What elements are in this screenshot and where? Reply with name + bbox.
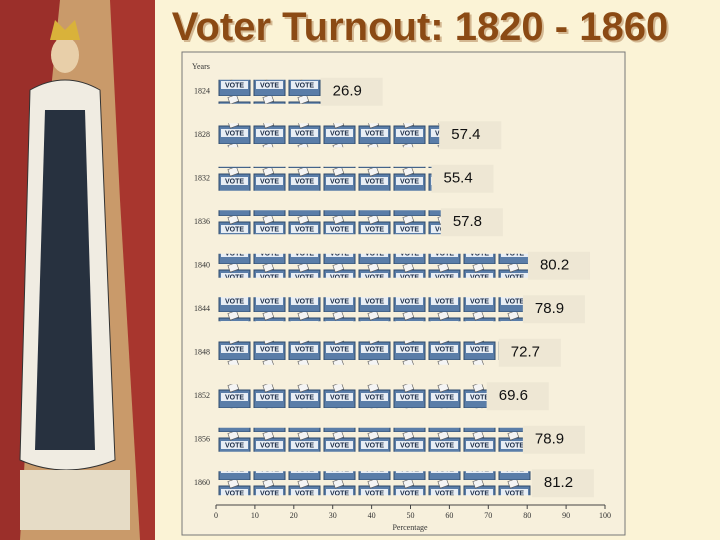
value-label-box [498,338,561,367]
bar [216,427,523,452]
x-tick-label: 70 [484,511,492,520]
value-label-box [531,469,594,498]
y-tick-label: 1852 [194,391,210,400]
y-tick-label: 1848 [194,348,210,357]
bar [216,166,432,191]
title-shadow: Voter Turnout: 1820 - 1860 [174,7,670,51]
bar [216,384,487,409]
x-tick-label: 0 [214,511,218,520]
x-tick-label: 80 [523,511,531,520]
y-tick-label: 1860 [194,478,210,487]
value-label-box [486,382,549,411]
value-label: 78.9 [535,431,564,448]
value-label-box [439,121,502,150]
value-label: 80.2 [540,257,569,274]
y-tick-label: 1844 [194,304,210,313]
bar [216,210,441,235]
x-tick-label: 40 [368,511,376,520]
x-tick-label: 30 [329,511,337,520]
value-label: 57.8 [453,213,482,230]
value-label-box [320,77,383,106]
x-axis-label: Percentage [392,523,428,532]
bar [216,471,532,496]
bar [216,79,321,104]
chart-title: Voter Turnout: 1820 - 1860 [172,5,668,49]
value-label-box [522,295,585,324]
bar [216,253,528,278]
y-tick-label: 1824 [194,87,210,96]
value-label-box [431,164,494,193]
y-tick-label: 1856 [194,435,210,444]
value-label: 57.4 [451,126,480,143]
value-label-box [527,251,590,280]
value-label: 72.7 [511,344,540,361]
bar [216,340,499,365]
value-label-box [440,208,503,237]
x-tick-label: 20 [290,511,298,520]
bar [216,297,523,322]
x-tick-label: 100 [599,511,611,520]
value-label: 55.4 [444,170,473,187]
y-tick-label: 1832 [194,174,210,183]
y-axis-label: Years [192,62,210,71]
value-label: 69.6 [499,387,528,404]
illustration [0,0,155,540]
x-tick-label: 50 [407,511,415,520]
x-tick-label: 10 [251,511,259,520]
value-label: 78.9 [535,300,564,317]
x-tick-label: 90 [562,511,570,520]
y-tick-label: 1828 [194,130,210,139]
bar [216,123,440,148]
value-label-box [522,425,585,454]
value-label: 81.2 [544,474,573,491]
y-tick-label: 1840 [194,261,210,270]
y-tick-label: 1836 [194,217,210,226]
value-label: 26.9 [333,83,362,100]
x-tick-label: 60 [445,511,453,520]
